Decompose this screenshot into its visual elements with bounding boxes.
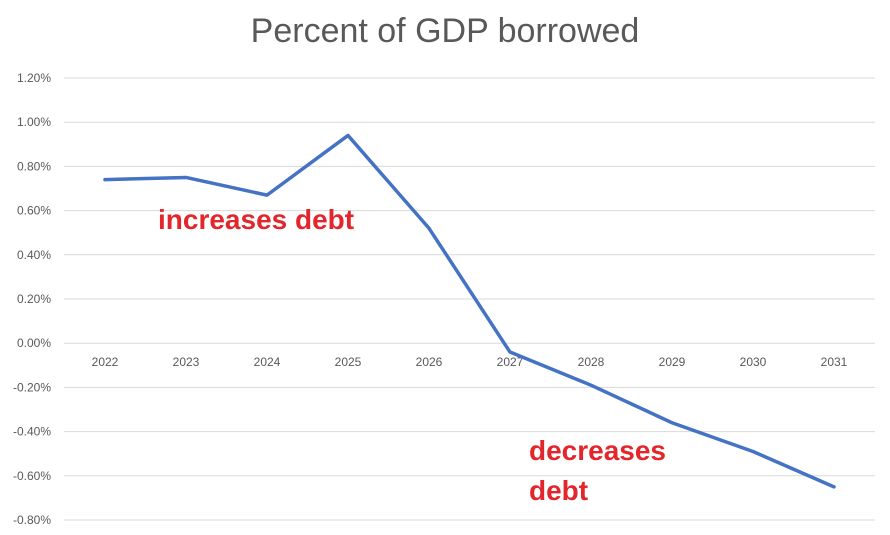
y-tick-label: -0.60% [13,469,51,483]
x-tick-label: 2024 [254,355,281,369]
data-point [670,421,674,425]
series [103,133,836,489]
data-point [508,350,512,354]
data-point [589,383,593,387]
y-tick-label: 1.20% [17,71,51,85]
y-tick-label: -0.20% [13,380,51,394]
x-tick-label: 2030 [740,355,767,369]
annotation-decreases-line1: decreases [529,435,666,466]
annotation-increases-debt: increases debt [158,204,354,235]
annotation-decreases-line2: debt [529,475,588,506]
x-axis: 2022 2023 2024 2025 2026 2027 2028 2029 2030 2031 [92,355,848,369]
y-tick-label: -0.80% [13,513,51,527]
y-tick-label: 1.00% [17,115,51,129]
series-line [103,133,836,489]
y-tick-label: -0.40% [13,425,51,439]
data-point [346,133,350,137]
data-point [427,226,431,230]
data-point [103,178,107,182]
x-tick-label: 2031 [821,355,848,369]
x-tick-label: 2022 [92,355,119,369]
data-point [265,193,269,197]
y-tick-label: 0.80% [17,159,51,173]
y-tick-label: 0.60% [17,204,51,218]
y-tick-label: 0.20% [17,292,51,306]
data-point [832,485,836,489]
y-tick-label: 0.40% [17,248,51,262]
x-tick-label: 2028 [578,355,605,369]
data-point [751,449,755,453]
x-tick-label: 2029 [659,355,686,369]
annotations: increases debt decreases debt [158,204,666,506]
y-tick-label: 0.00% [17,336,51,350]
x-tick-label: 2025 [335,355,362,369]
x-tick-label: 2026 [416,355,443,369]
y-axis: 1.20% 1.00% 0.80% 0.60% 0.40% 0.20% 0.00% -0.20… [13,71,51,527]
chart-title: Percent of GDP borrowed [250,12,640,50]
x-tick-label: 2023 [173,355,200,369]
data-point [184,175,188,179]
gridlines [64,77,875,521]
x-tick-label: 2027 [497,355,524,369]
